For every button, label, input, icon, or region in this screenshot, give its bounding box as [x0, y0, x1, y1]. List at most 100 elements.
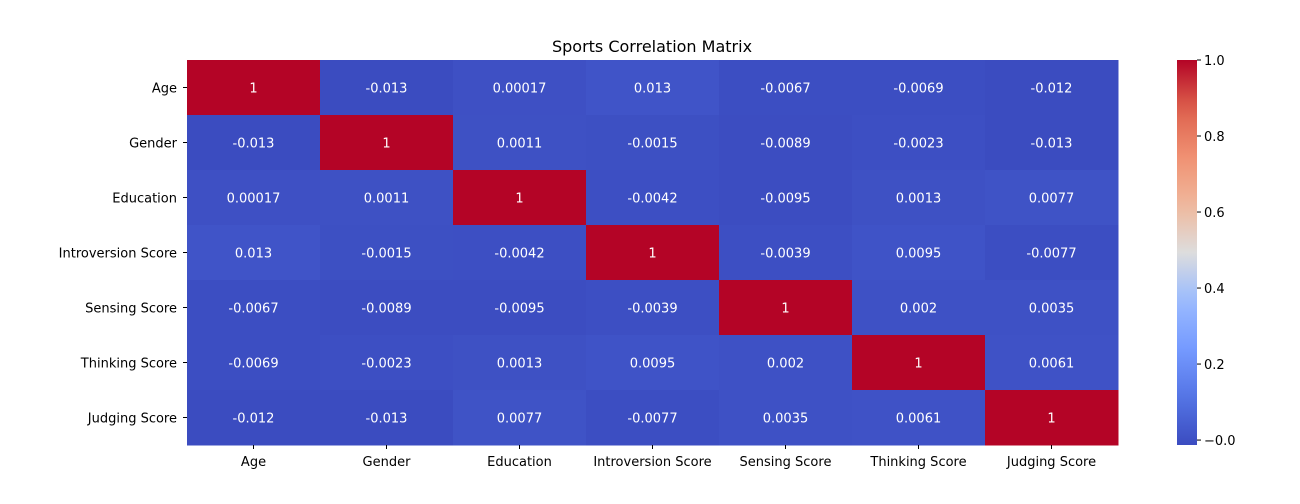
colorbar-tick-label: 1.0 [1204, 54, 1225, 69]
heatmap-cell [453, 335, 587, 391]
heatmap-cell [719, 60, 853, 116]
heatmap-cell [453, 170, 587, 226]
cell-annotation: 0.0077 [497, 412, 543, 427]
heatmap-cell [320, 280, 454, 336]
heatmap-cell [453, 390, 587, 446]
heatmap-cell [852, 335, 986, 391]
heatmap-cell [852, 115, 986, 171]
colorbar-tick-label: 0.8 [1204, 130, 1225, 145]
cell-annotation: 1 [781, 302, 789, 317]
y-tick-label: Education [112, 192, 177, 207]
cell-annotation: -0.013 [366, 412, 408, 427]
heatmap-cell [187, 170, 321, 226]
colorbar-tick-label: −0.0 [1204, 434, 1236, 449]
y-tick-label: Sensing Score [85, 302, 177, 317]
x-tick-label: Sensing Score [740, 455, 832, 470]
cell-annotation: -0.0089 [361, 302, 411, 317]
cell-annotation: 0.002 [900, 302, 937, 317]
cell-annotation: 0.0013 [896, 192, 942, 207]
cell-annotation: 0.0061 [1029, 357, 1075, 372]
heatmap-cell [187, 115, 321, 171]
x-axis: Age Gender Education Introversion Score Sens… [241, 445, 1096, 470]
heatmap-cell [586, 280, 720, 336]
cell-annotation: 0.0011 [497, 137, 543, 152]
y-axis: Age Gender Education Introversion Score Sens… [59, 82, 187, 427]
cell-annotation: 1 [914, 357, 922, 372]
x-tick-label: Judging Score [1006, 455, 1096, 470]
y-tick-label: Judging Score [87, 412, 177, 427]
heatmap-cell [586, 60, 720, 116]
cell-annotation: 0.00017 [493, 82, 547, 97]
cell-annotation: 0.0035 [763, 412, 809, 427]
cell-annotation: 1 [515, 192, 523, 207]
heatmap-cell [187, 225, 321, 281]
heatmap-cell [586, 225, 720, 281]
y-tick-label: Thinking Score [80, 357, 177, 372]
cell-annotation: -0.0067 [228, 302, 278, 317]
heatmap-cell [320, 390, 454, 446]
cell-annotation: -0.012 [233, 412, 275, 427]
heatmap-cell [320, 225, 454, 281]
heatmap-cell [586, 335, 720, 391]
heatmap-cell [719, 115, 853, 171]
heatmap-cell [852, 225, 986, 281]
cell-annotation: -0.0023 [893, 137, 943, 152]
cell-annotation: -0.013 [366, 82, 408, 97]
heatmap-cell [719, 280, 853, 336]
colorbar-tick-label: 0.4 [1204, 282, 1225, 297]
heatmap-cell [320, 60, 454, 116]
heatmap-cell [852, 60, 986, 116]
y-tick-label: Gender [129, 137, 178, 152]
heatmap-cell [719, 170, 853, 226]
colorbar-tick-label: 0.2 [1204, 358, 1225, 373]
cell-annotation: 1 [1047, 412, 1055, 427]
heatmap-cell [985, 335, 1119, 391]
cell-annotation: -0.0069 [228, 357, 278, 372]
heatmap-cell [453, 280, 587, 336]
x-tick-label: Age [241, 455, 266, 470]
colorbar-tick-label: 0.6 [1204, 206, 1225, 221]
cell-annotation: 0.0095 [896, 247, 942, 262]
cell-annotation: 0.013 [235, 247, 272, 262]
cell-annotation: 1 [249, 82, 257, 97]
heatmap-cell [187, 280, 321, 336]
heatmap-cell [852, 390, 986, 446]
cell-annotation: -0.0077 [1026, 247, 1076, 262]
cell-annotation: -0.013 [1031, 137, 1073, 152]
cell-annotation: 0.0013 [497, 357, 543, 372]
heatmap-cell [453, 115, 587, 171]
x-tick-label: Education [487, 455, 552, 470]
cell-annotation: 1 [382, 137, 390, 152]
cell-annotation: -0.0023 [361, 357, 411, 372]
heatmap-cell [187, 390, 321, 446]
y-tick-label: Age [152, 82, 177, 97]
heatmap-cell [586, 390, 720, 446]
cell-annotation: -0.0039 [627, 302, 677, 317]
cell-annotation: 0.013 [634, 82, 671, 97]
cell-annotation: -0.012 [1031, 82, 1073, 97]
cell-annotation: 0.0035 [1029, 302, 1075, 317]
heatmap-cell [320, 170, 454, 226]
cell-annotation: -0.0069 [893, 82, 943, 97]
heatmap-cell [719, 225, 853, 281]
cell-annotation: -0.013 [233, 137, 275, 152]
heatmap-cell [852, 170, 986, 226]
cell-annotations: 1 -0.013 0.00017 0.013 -0.0067 -0.0069 -0.012 -… [227, 82, 1077, 427]
heatmap-cell [719, 335, 853, 391]
colorbar-gradient [1177, 60, 1197, 445]
y-tick-label: Introversion Score [59, 247, 177, 262]
heatmap-cell [586, 115, 720, 171]
heatmap-cell [985, 170, 1119, 226]
cell-annotation: 0.0011 [364, 192, 410, 207]
cell-annotation: -0.0015 [361, 247, 411, 262]
heatmap-cell [187, 60, 321, 116]
cell-annotation: 0.00017 [227, 192, 281, 207]
cell-annotation: 0.0095 [630, 357, 676, 372]
heatmap-cell [453, 60, 587, 116]
heatmap-cell [852, 280, 986, 336]
cell-annotation: -0.0015 [627, 137, 677, 152]
cell-annotation: 0.0077 [1029, 192, 1075, 207]
cell-annotation: -0.0089 [760, 137, 810, 152]
